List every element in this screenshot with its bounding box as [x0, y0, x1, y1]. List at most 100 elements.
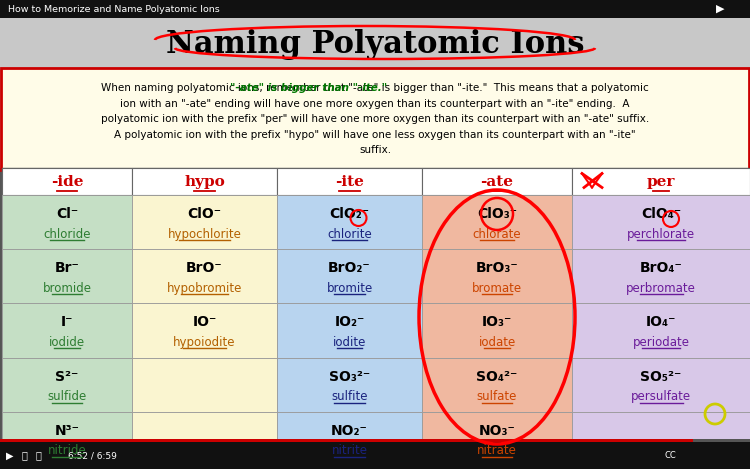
FancyBboxPatch shape: [277, 412, 422, 466]
Text: ion with an "-ate" ending will have one more oxygen than its counterpart with an: ion with an "-ate" ending will have one …: [120, 98, 630, 108]
FancyBboxPatch shape: [0, 442, 750, 469]
Text: -ide: -ide: [51, 174, 83, 189]
Text: Br⁻: Br⁻: [55, 261, 80, 275]
Text: BrO₂⁻: BrO₂⁻: [328, 261, 370, 275]
FancyBboxPatch shape: [277, 249, 422, 303]
Text: -ate: -ate: [481, 174, 514, 189]
Text: iodate: iodate: [478, 336, 516, 349]
Text: BrO₃⁻: BrO₃⁻: [476, 261, 518, 275]
Text: ClO₃⁻: ClO₃⁻: [477, 207, 517, 221]
Text: I⁻: I⁻: [61, 315, 74, 329]
Text: IO₃⁻: IO₃⁻: [482, 315, 512, 329]
Text: ClO⁻: ClO⁻: [188, 207, 221, 221]
FancyBboxPatch shape: [572, 412, 750, 466]
Text: "-ate" is bigger than "-ite.": "-ate" is bigger than "-ite.": [230, 83, 388, 93]
Text: sulfate: sulfate: [477, 390, 518, 403]
FancyBboxPatch shape: [277, 303, 422, 357]
Text: IO₂⁻: IO₂⁻: [334, 315, 364, 329]
FancyBboxPatch shape: [0, 18, 750, 168]
Text: sulfide: sulfide: [47, 390, 86, 403]
Text: SO₄²⁻: SO₄²⁻: [476, 370, 518, 384]
Text: S²⁻: S²⁻: [56, 370, 79, 384]
FancyBboxPatch shape: [2, 412, 132, 466]
Text: IO⁻: IO⁻: [192, 315, 217, 329]
Text: ▶: ▶: [6, 451, 14, 461]
Text: A polyatomic ion with the prefix "hypo" will have one less oxygen than its count: A polyatomic ion with the prefix "hypo" …: [114, 129, 636, 139]
Text: perbromate: perbromate: [626, 282, 696, 295]
Text: Naming Polyatomic Ions: Naming Polyatomic Ions: [166, 29, 584, 60]
FancyBboxPatch shape: [2, 303, 132, 357]
Text: CC: CC: [664, 451, 676, 460]
Text: bromide: bromide: [43, 282, 92, 295]
FancyBboxPatch shape: [277, 357, 422, 412]
FancyBboxPatch shape: [277, 168, 422, 195]
FancyBboxPatch shape: [2, 195, 132, 249]
FancyBboxPatch shape: [422, 168, 572, 195]
Text: ▶: ▶: [716, 4, 724, 14]
Text: SO₃²⁻: SO₃²⁻: [328, 370, 370, 384]
Text: per: per: [646, 174, 675, 189]
FancyBboxPatch shape: [2, 249, 132, 303]
FancyBboxPatch shape: [132, 195, 277, 249]
Text: iodide: iodide: [49, 336, 85, 349]
Text: 🔊: 🔊: [35, 451, 41, 461]
Text: How to Memorize and Name Polyatomic Ions: How to Memorize and Name Polyatomic Ions: [8, 5, 220, 14]
FancyBboxPatch shape: [1, 68, 749, 170]
FancyBboxPatch shape: [422, 357, 572, 412]
Text: nitrate: nitrate: [477, 444, 517, 457]
Text: periodate: periodate: [632, 336, 689, 349]
FancyBboxPatch shape: [572, 168, 750, 195]
FancyBboxPatch shape: [132, 357, 277, 412]
Text: hypoiodite: hypoiodite: [173, 336, 236, 349]
FancyBboxPatch shape: [0, 0, 750, 18]
Text: sulfite: sulfite: [332, 390, 368, 403]
FancyBboxPatch shape: [132, 249, 277, 303]
FancyBboxPatch shape: [2, 168, 748, 439]
FancyBboxPatch shape: [2, 357, 132, 412]
Text: ClO₂⁻: ClO₂⁻: [329, 207, 370, 221]
Text: nitrite: nitrite: [332, 444, 368, 457]
Text: When naming polyatomic ions, remember that "-ate" is bigger than "-ite."  This m: When naming polyatomic ions, remember th…: [101, 83, 649, 93]
FancyBboxPatch shape: [572, 303, 750, 357]
Text: 6:52 / 6:59: 6:52 / 6:59: [68, 451, 117, 460]
FancyBboxPatch shape: [572, 195, 750, 249]
Text: nitride: nitride: [48, 444, 86, 457]
Text: ⏭: ⏭: [21, 451, 27, 461]
Text: BrO₄⁻: BrO₄⁻: [640, 261, 682, 275]
Text: perchlorate: perchlorate: [627, 227, 695, 241]
Text: -ite: -ite: [335, 174, 364, 189]
Text: ClO₄⁻: ClO₄⁻: [640, 207, 681, 221]
Text: Cl⁻: Cl⁻: [56, 207, 78, 221]
Text: NO₃⁻: NO₃⁻: [478, 424, 515, 438]
Text: suffix.: suffix.: [359, 145, 391, 155]
FancyBboxPatch shape: [422, 303, 572, 357]
Text: bromate: bromate: [472, 282, 522, 295]
Text: polyatomic ion with the prefix "per" will have one more oxygen than its counterp: polyatomic ion with the prefix "per" wil…: [100, 114, 649, 124]
Text: persulfate: persulfate: [631, 390, 691, 403]
Text: chlorate: chlorate: [472, 227, 521, 241]
Text: hypo: hypo: [184, 174, 225, 189]
FancyBboxPatch shape: [0, 439, 750, 442]
Text: IO₄⁻: IO₄⁻: [646, 315, 676, 329]
FancyBboxPatch shape: [132, 303, 277, 357]
Text: NO₂⁻: NO₂⁻: [331, 424, 368, 438]
Text: chloride: chloride: [44, 227, 91, 241]
Text: SO₅²⁻: SO₅²⁻: [640, 370, 682, 384]
FancyBboxPatch shape: [572, 249, 750, 303]
FancyBboxPatch shape: [2, 168, 132, 195]
FancyBboxPatch shape: [277, 195, 422, 249]
Text: chlorite: chlorite: [327, 227, 372, 241]
FancyBboxPatch shape: [132, 168, 277, 195]
Text: bromite: bromite: [326, 282, 373, 295]
Text: iodite: iodite: [333, 336, 366, 349]
Text: hypobromite: hypobromite: [166, 282, 242, 295]
FancyBboxPatch shape: [572, 357, 750, 412]
FancyBboxPatch shape: [132, 412, 277, 466]
FancyBboxPatch shape: [422, 249, 572, 303]
Text: N³⁻: N³⁻: [55, 424, 80, 438]
Text: hypochlorite: hypochlorite: [167, 227, 242, 241]
Text: BrO⁻: BrO⁻: [186, 261, 223, 275]
FancyBboxPatch shape: [693, 439, 750, 442]
FancyBboxPatch shape: [422, 195, 572, 249]
FancyBboxPatch shape: [422, 412, 572, 466]
